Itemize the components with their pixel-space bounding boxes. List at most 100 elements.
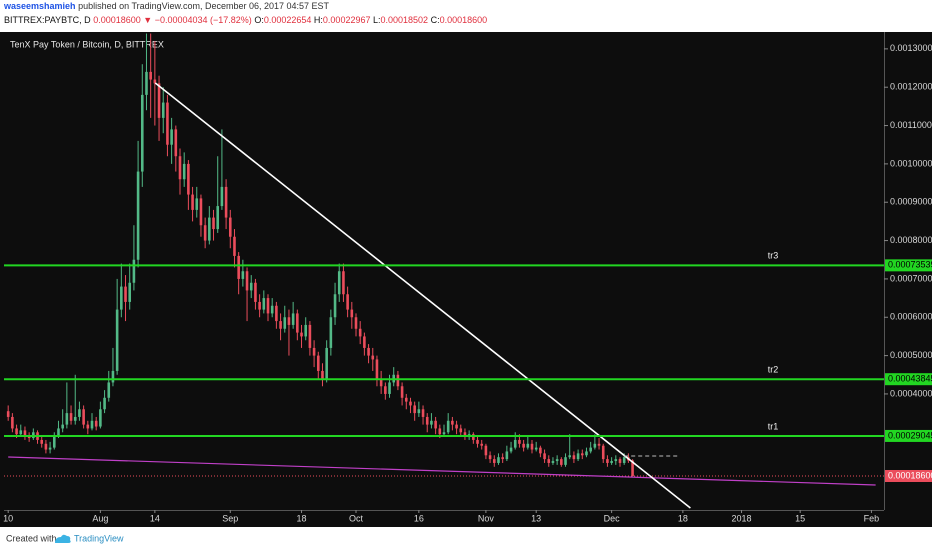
candle-body (6, 411, 10, 417)
candle-body (564, 457, 567, 465)
candle-body (396, 374, 400, 387)
header-bg (0, 0, 932, 32)
candle-body (157, 83, 161, 118)
candle-body (308, 324, 312, 348)
candle-body (367, 347, 370, 356)
candle-body (329, 317, 333, 348)
candle-body (241, 271, 245, 279)
candle-body (128, 282, 132, 302)
candle-body (99, 409, 102, 427)
candle-body (333, 294, 337, 318)
candle-body (237, 255, 240, 279)
candle-body (279, 321, 282, 329)
candle-body (296, 313, 299, 333)
candle-body (212, 217, 215, 230)
candle-body (492, 459, 496, 463)
candle-body (358, 328, 362, 337)
candle-body (522, 443, 525, 448)
x-tick-label: Oct (349, 513, 364, 523)
candle-body (539, 447, 542, 454)
candle-body (19, 430, 23, 435)
candle-body (501, 457, 504, 460)
candle-body (526, 443, 530, 448)
candle-body (258, 301, 261, 310)
candle-body (254, 282, 257, 302)
candle-body (191, 194, 194, 210)
candle-body (11, 416, 14, 429)
header-line: waseemshamieh published on TradingView.c… (3, 1, 330, 11)
candle-body (266, 298, 270, 314)
candle-body (560, 459, 563, 465)
candle-body (580, 453, 584, 456)
candle-body (321, 370, 324, 379)
candle-body (534, 447, 538, 450)
o-value: 0.00022654 (264, 15, 312, 25)
candle-body (509, 447, 513, 452)
candle-body (166, 102, 169, 145)
candle-body (208, 217, 211, 241)
candle-body (446, 420, 450, 433)
candle-body (568, 455, 572, 458)
change: −0.00004034 (−17.82%) (155, 15, 252, 25)
published: published on TradingView.com, December 0… (78, 1, 329, 11)
candle-body (120, 286, 123, 310)
footer-brand[interactable]: TradingView (74, 533, 124, 543)
candle-body (291, 313, 295, 325)
x-tick-label: 16 (414, 513, 424, 523)
candle-body (52, 436, 56, 448)
trendline (154, 82, 691, 509)
arrow: ▼ (143, 15, 152, 25)
candle-body (27, 436, 31, 439)
candle-body (103, 397, 106, 410)
candle-body (287, 317, 291, 325)
candle-body (442, 432, 446, 435)
candle-body (187, 163, 190, 195)
level-axis-bg (885, 429, 932, 442)
candle-body (555, 459, 559, 462)
candle-body (216, 206, 220, 230)
candle-body (44, 443, 48, 450)
candle-body (404, 397, 408, 402)
candle-body (547, 459, 551, 463)
symbol-line: BITTREX:PAYBTC, D 0.00018600 ▼ −0.000040… (4, 15, 487, 25)
candle-body (90, 420, 94, 429)
last-price-bg (885, 469, 932, 482)
candle-body (513, 439, 517, 448)
footer-created: Created with (6, 533, 57, 543)
candle-body (40, 439, 44, 444)
candle-body (518, 439, 521, 444)
candle-body (409, 401, 412, 406)
candle-body (203, 225, 207, 241)
candle-body (505, 451, 509, 460)
candle-body (174, 129, 178, 157)
x-tick-label: 10 (3, 513, 13, 523)
candle-body (601, 445, 605, 460)
candle-body (245, 271, 249, 291)
candle-body (350, 309, 354, 318)
x-tick-label: Aug (92, 513, 108, 523)
chart-bg (0, 32, 932, 527)
candle-body (153, 79, 157, 84)
candle-body (325, 347, 328, 379)
candle-body (379, 378, 383, 387)
candle-body (300, 332, 303, 337)
candle-body (94, 420, 98, 427)
level-name: tr3 (768, 251, 779, 261)
candle-body (124, 286, 127, 302)
x-tick-label: Dec (604, 513, 621, 523)
candle-body (472, 434, 475, 440)
candle-body (86, 424, 90, 429)
x-tick-label: 13 (531, 513, 541, 523)
candle-body (145, 71, 148, 95)
candle-body (400, 386, 404, 398)
l-value: 0.00018502 (381, 15, 429, 25)
author[interactable]: waseemshamieh (3, 1, 76, 11)
candle-body (82, 409, 85, 425)
